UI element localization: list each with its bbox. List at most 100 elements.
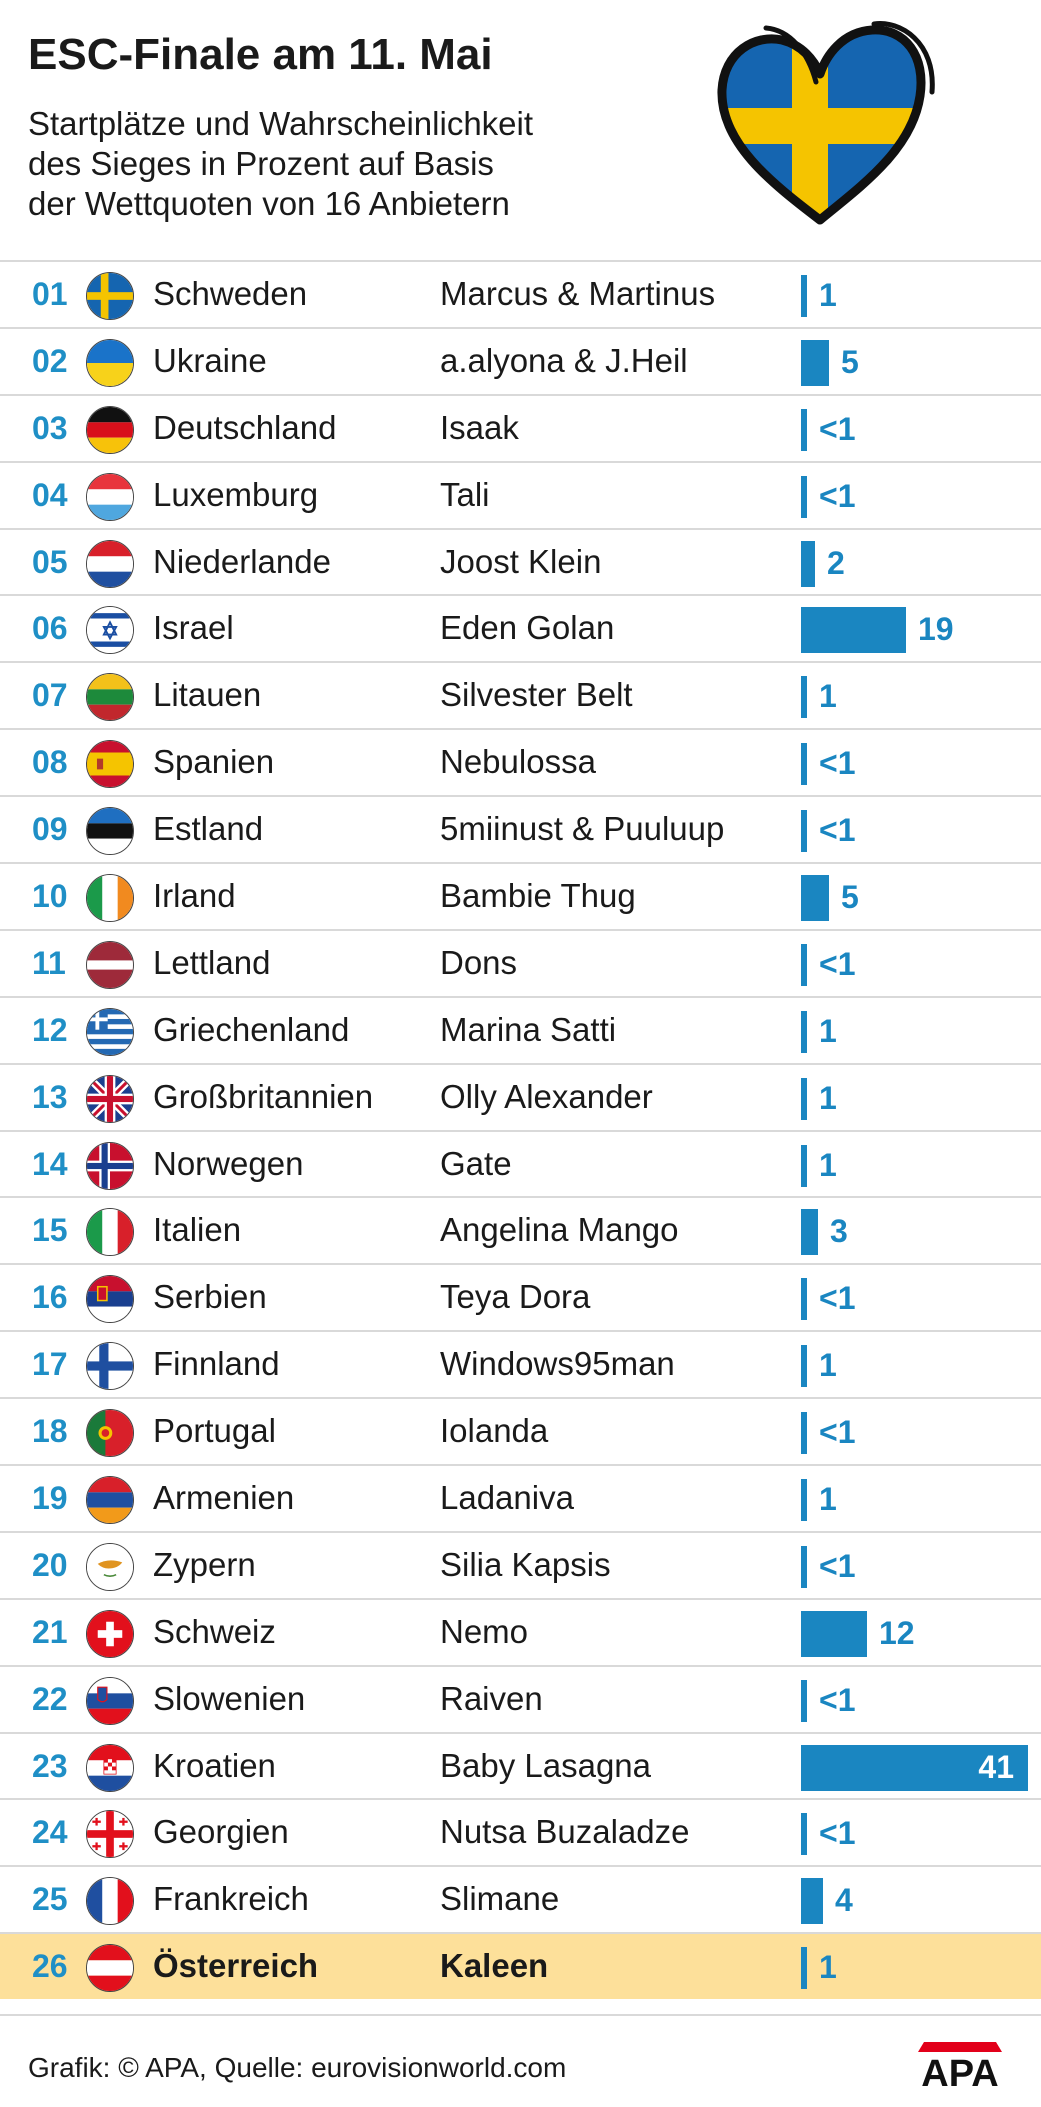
flag-schweden-icon [86, 272, 134, 320]
country-name: Georgien [153, 1813, 289, 1851]
probability-bar [801, 607, 906, 654]
flag-armenien-icon [86, 1476, 134, 1525]
probability-bar [801, 1947, 807, 1990]
table-row: 11 Lettland Dons <1 [0, 928, 1041, 996]
country-name: Norwegen [153, 1144, 304, 1182]
country-name: Griechenland [153, 1010, 350, 1048]
artist-name: Nutsa Buzaladze [440, 1813, 690, 1851]
page-subtitle: Startplätze und Wahrscheinlichkeit des S… [28, 104, 678, 224]
start-position: 21 [32, 1613, 68, 1650]
flag-israel-icon [86, 606, 134, 655]
probability-bar [801, 1679, 807, 1722]
probability-label: <1 [819, 745, 856, 782]
start-position: 17 [32, 1346, 68, 1383]
probability-label: <1 [819, 945, 856, 982]
country-name: Slowenien [153, 1679, 306, 1717]
country-name: Deutschland [153, 408, 337, 446]
start-position: 02 [32, 342, 68, 379]
ranking-table: 01 Schweden Marcus & Martinus 1 02 Ukraine a.a… [0, 260, 1041, 2000]
country-name: Frankreich [153, 1880, 309, 1918]
probability-label: <1 [819, 410, 856, 447]
country-name: Italien [153, 1211, 242, 1249]
table-row: 23 Kroatien Baby Lasagna 41 [0, 1731, 1041, 1799]
start-position: 19 [32, 1480, 68, 1517]
country-name: Kroatien [153, 1746, 276, 1784]
probability-bar [801, 1813, 807, 1856]
flag-norwegen-icon [86, 1141, 134, 1190]
country-name: Irland [153, 877, 236, 915]
probability-label: 1 [819, 678, 837, 715]
artist-name: Teya Dora [440, 1278, 591, 1316]
start-position: 23 [32, 1747, 68, 1784]
start-position: 10 [32, 878, 68, 915]
apa-logo-icon: APA [918, 2042, 1002, 2090]
start-position: 01 [32, 276, 68, 312]
country-name: Ukraine [153, 341, 267, 379]
probability-bar [801, 1479, 807, 1522]
probability-bar [801, 743, 807, 786]
start-position: 25 [32, 1881, 68, 1918]
country-name: Schweden [153, 275, 308, 312]
probability-label: 1 [819, 277, 837, 313]
source-credit: Grafik: © APA, Quelle: eurovisionworld.c… [28, 2052, 567, 2083]
flag-oesterreich-icon [86, 1944, 134, 1993]
probability-bar [801, 943, 807, 986]
probability-label: <1 [819, 477, 856, 514]
probability-label: 4 [835, 1882, 853, 1919]
artist-name: a.alyona & J.Heil [440, 341, 688, 379]
table-row: 10 Irland Bambie Thug 5 [0, 862, 1041, 929]
artist-name: Angelina Mango [440, 1211, 679, 1249]
table-row: 01 Schweden Marcus & Martinus 1 [0, 260, 1041, 327]
table-row: 21 Schweiz Nemo 12 [0, 1597, 1041, 1665]
artist-name: Tali [440, 475, 490, 513]
artist-name: Ladaniva [440, 1479, 574, 1517]
start-position: 14 [32, 1145, 68, 1182]
flag-estland-icon [86, 807, 134, 856]
probability-bar [801, 1412, 807, 1455]
flag-litauen-icon [86, 673, 134, 722]
table-row: 14 Norwegen Gate 1 [0, 1129, 1041, 1197]
artist-name: Isaak [440, 408, 519, 446]
table-row: 05 Niederlande Joost Klein 2 [0, 527, 1041, 595]
artist-name: 5miinust & Puuluup [440, 810, 725, 848]
artist-name: Slimane [440, 1880, 560, 1918]
probability-bar [801, 1878, 823, 1925]
artist-name: Joost Klein [440, 542, 602, 580]
probability-label: 41 [978, 1748, 1014, 1785]
table-row: 18 Portugal Iolanda <1 [0, 1397, 1041, 1464]
table-row: 20 Zypern Silia Kapsis <1 [0, 1530, 1041, 1598]
country-name: Niederlande [153, 542, 331, 580]
probability-bar [801, 475, 807, 518]
start-position: 06 [32, 610, 68, 647]
artist-name: Nebulossa [440, 743, 596, 781]
table-row: 13 Großbritannien Olly Alexander 1 [0, 1062, 1041, 1130]
artist-name: Baby Lasagna [440, 1746, 652, 1784]
flag-portugal-icon [86, 1409, 134, 1458]
flag-schweiz-icon [86, 1609, 134, 1658]
probability-label: 1 [819, 1949, 837, 1986]
country-name: Österreich [153, 1947, 319, 1985]
flag-georgien-icon [86, 1810, 134, 1859]
start-position: 12 [32, 1011, 68, 1048]
artist-name: Silia Kapsis [440, 1545, 611, 1583]
probability-bar [801, 1010, 807, 1053]
flag-grossbritannien-icon [86, 1074, 134, 1123]
apa-logo-text: APA [921, 2053, 998, 2090]
flag-spanien-icon [86, 740, 134, 789]
country-name: Armenien [153, 1479, 295, 1517]
probability-label: 5 [841, 343, 859, 380]
country-name: Großbritannien [153, 1077, 374, 1115]
start-position: 05 [32, 543, 68, 580]
table-row: 02 Ukraine a.alyona & J.Heil 5 [0, 326, 1041, 394]
table-row: 07 Litauen Silvester Belt 1 [0, 661, 1041, 728]
probability-label: 19 [918, 611, 954, 648]
country-name: Portugal [153, 1412, 276, 1450]
artist-name: Gate [440, 1144, 512, 1182]
flag-irland-icon [86, 874, 134, 923]
probability-label: 1 [819, 1347, 837, 1384]
country-name: Lettland [153, 943, 271, 981]
flag-kroatien-icon [86, 1743, 134, 1792]
probability-label: <1 [819, 812, 856, 849]
table-row: 12 Griechenland Marina Satti 1 [0, 995, 1041, 1063]
flag-frankreich-icon [86, 1877, 134, 1926]
